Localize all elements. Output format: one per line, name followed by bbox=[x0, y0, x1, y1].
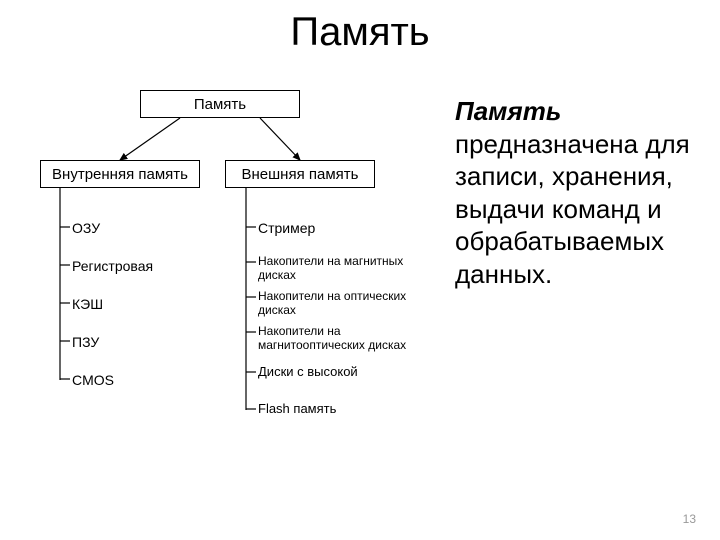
page-title: Память bbox=[0, 10, 720, 55]
internal-item: CMOS bbox=[72, 372, 114, 388]
external-item: Накопители на магнитных дисках bbox=[258, 255, 433, 283]
internal-item: ОЗУ bbox=[72, 220, 100, 236]
external-item: Накопители на оптических дисках bbox=[258, 290, 433, 318]
external-item: Flash память bbox=[258, 402, 336, 417]
internal-item: Регистровая bbox=[72, 258, 153, 274]
internal-item: ПЗУ bbox=[72, 334, 99, 350]
external-item: Накопители на магнитооптических дисках bbox=[258, 325, 443, 353]
page-number: 13 bbox=[683, 512, 696, 526]
branch-external: Внешняя память bbox=[225, 160, 375, 188]
internal-item: КЭШ bbox=[72, 296, 103, 312]
description-rest: предназначена для записи, хранения, выда… bbox=[455, 129, 690, 289]
branch-internal: Внутренняя память bbox=[40, 160, 200, 188]
root-node: Память bbox=[140, 90, 300, 118]
external-item: Диски с высокой bbox=[258, 365, 358, 380]
description-text: Память предназначена для записи, хранени… bbox=[455, 95, 710, 290]
external-item: Стример bbox=[258, 220, 315, 236]
description-bold: Память bbox=[455, 96, 561, 126]
